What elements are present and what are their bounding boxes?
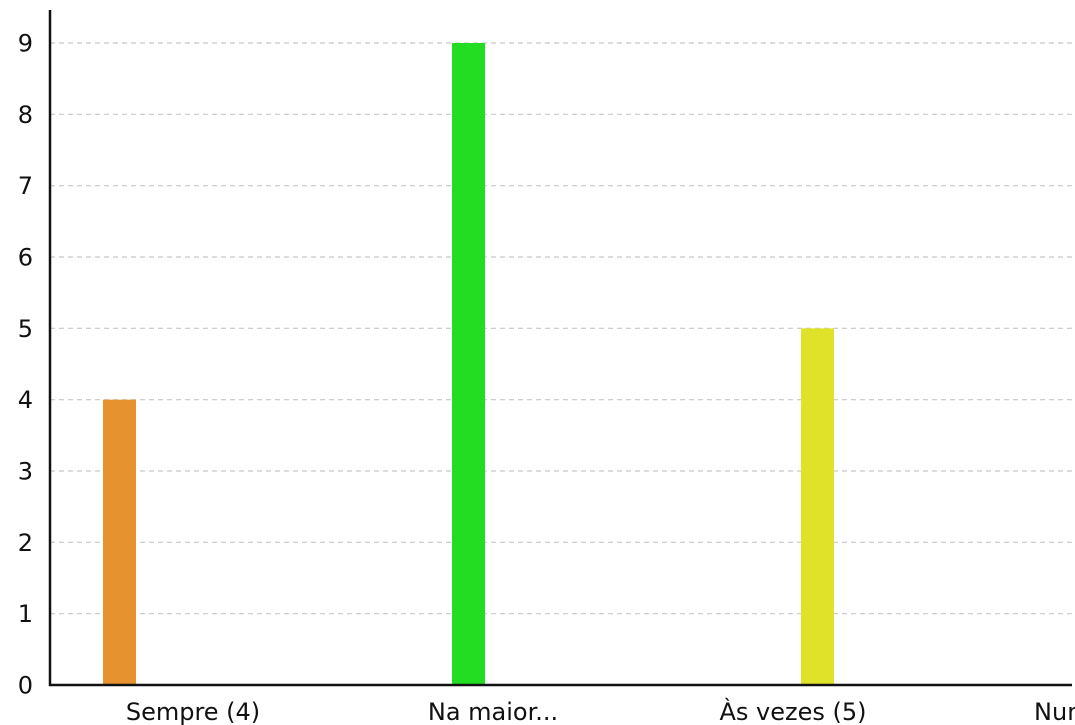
- y-tick-labels: 0 1 2 3 4 5 6 7 8 9: [18, 30, 33, 700]
- y-tick-label: 8: [18, 101, 33, 129]
- x-tick-labels: Sempre (4) Na maior... Às vezes (5) Nunca (…: [126, 697, 1075, 725]
- y-tick-label: 2: [18, 529, 33, 557]
- axes: [48, 10, 1072, 687]
- y-tick-label: 1: [18, 600, 33, 628]
- x-tick-label: Sempre (4): [126, 698, 260, 725]
- y-tick-label: 5: [18, 315, 33, 343]
- x-tick-label: Nunca (1): [1034, 698, 1075, 725]
- y-tick-label: 7: [18, 172, 33, 200]
- gridlines: [50, 42, 1072, 615]
- bar: [452, 43, 485, 685]
- y-tick-label: 6: [18, 244, 33, 272]
- bar: [103, 399, 136, 685]
- bar: [801, 328, 834, 685]
- x-tick-label: Na maior...: [428, 698, 558, 725]
- y-tick-label: 4: [18, 386, 33, 414]
- y-tick-label: 3: [18, 458, 33, 486]
- y-tick-label: 0: [18, 672, 33, 700]
- bars: [103, 43, 834, 685]
- y-tick-label: 9: [18, 30, 33, 58]
- x-tick-label: Às vezes (5): [719, 697, 866, 725]
